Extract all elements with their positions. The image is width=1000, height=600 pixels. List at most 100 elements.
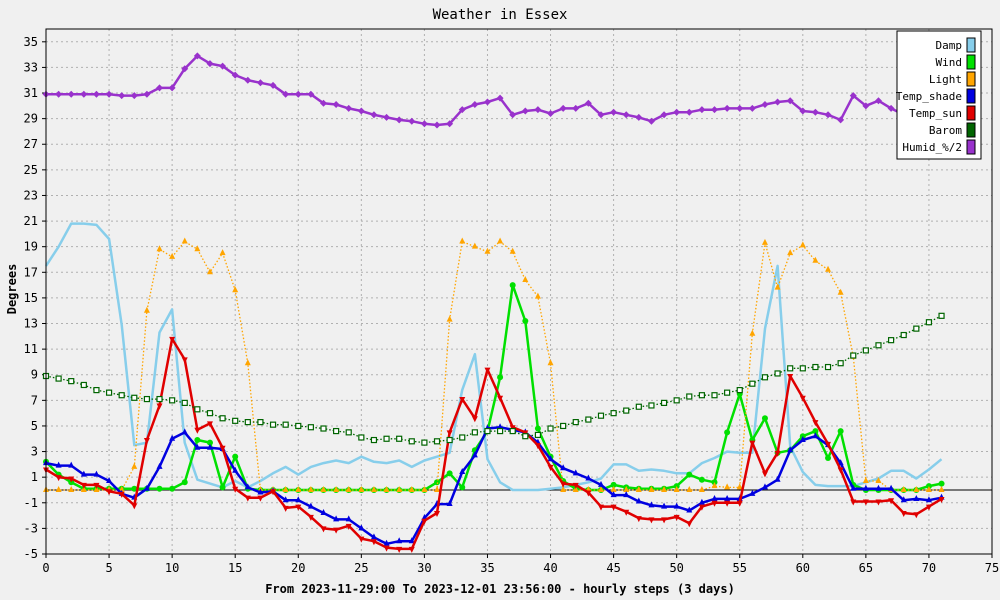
y-tick-label: -1: [24, 496, 38, 510]
data-point: [913, 512, 920, 519]
data-point: [55, 485, 62, 492]
data-point: [774, 283, 781, 290]
data-point: [169, 434, 176, 441]
data-point: [219, 62, 227, 70]
data-point: [257, 488, 264, 495]
data-point: [471, 429, 478, 436]
data-point: [206, 410, 214, 417]
data-point: [446, 500, 453, 507]
data-point: [774, 450, 781, 457]
data-point: [597, 504, 604, 511]
data-point: [774, 475, 781, 482]
data-point: [320, 485, 327, 492]
data-point: [130, 92, 138, 100]
legend: Damp Wind Light Temp_shade Temp_sun Barom Humi…: [896, 30, 982, 160]
legend-label: Temp_shade: [896, 90, 962, 103]
data-point: [395, 116, 403, 124]
data-point: [345, 523, 352, 530]
data-point: [219, 445, 226, 452]
data-point: [900, 331, 907, 339]
data-point: [282, 505, 289, 512]
data-point: [471, 451, 478, 458]
y-tick-label: 9: [31, 368, 38, 382]
data-point: [269, 81, 277, 89]
data-point: [370, 111, 378, 119]
data-point: [812, 428, 819, 435]
data-point: [194, 245, 201, 252]
data-point: [383, 435, 390, 442]
data-point: [623, 491, 630, 498]
legend-label: Barom: [929, 124, 962, 137]
data-point: [925, 496, 932, 503]
data-point: [496, 427, 504, 435]
legend-label: Light: [929, 73, 962, 86]
data-point: [295, 504, 302, 511]
data-point: [345, 104, 353, 112]
data-point: [244, 76, 252, 84]
data-point: [862, 484, 869, 491]
data-point: [68, 378, 75, 385]
data-point: [257, 419, 264, 426]
data-point: [333, 527, 340, 534]
data-point: [93, 386, 100, 394]
data-point: [357, 107, 365, 115]
data-point: [396, 435, 403, 442]
data-point: [787, 365, 794, 372]
data-point: [623, 509, 630, 516]
data-point: [497, 395, 504, 402]
data-point: [219, 484, 226, 491]
data-point: [572, 104, 580, 112]
data-point: [219, 415, 226, 422]
data-point: [673, 514, 680, 521]
data-point: [420, 120, 428, 128]
data-point: [812, 256, 819, 263]
data-point: [610, 410, 617, 417]
y-tick-label: 1: [31, 470, 38, 484]
data-point: [724, 389, 731, 396]
data-point: [724, 483, 731, 490]
data-point: [875, 484, 882, 491]
series-line: [46, 240, 942, 491]
y-tick-label: 23: [24, 188, 38, 202]
data-point: [837, 116, 845, 124]
data-point: [749, 329, 756, 336]
data-point: [774, 98, 782, 106]
data-point: [560, 485, 567, 492]
data-point: [408, 438, 415, 445]
data-point: [383, 485, 390, 492]
y-tick-label: -5: [24, 547, 38, 561]
data-point: [824, 111, 832, 119]
y-tick-label: 17: [24, 265, 38, 279]
x-tick-label: 45: [606, 561, 620, 575]
data-point: [610, 481, 617, 488]
legend-swatch: [966, 122, 976, 138]
data-point: [925, 504, 932, 511]
data-point: [888, 498, 895, 505]
data-point: [194, 406, 201, 413]
data-point: [862, 499, 869, 506]
data-point: [850, 484, 857, 491]
legend-swatch: [966, 37, 976, 53]
data-point: [333, 427, 340, 435]
series-line: [45, 337, 943, 551]
data-point: [446, 430, 453, 437]
data-series: [42, 52, 946, 553]
data-point: [534, 106, 542, 114]
data-point: [244, 495, 251, 502]
data-point: [938, 485, 945, 492]
data-point: [244, 483, 251, 490]
data-point: [55, 475, 62, 482]
data-point: [93, 482, 100, 489]
data-point: [724, 429, 731, 436]
data-point: [648, 402, 655, 409]
series-line: [45, 425, 942, 546]
data-point: [295, 422, 302, 430]
data-point: [660, 399, 668, 407]
x-tick-label: 25: [354, 561, 368, 575]
y-tick-label: 27: [24, 137, 38, 151]
data-point: [698, 485, 705, 492]
data-point: [749, 440, 756, 447]
data-point: [812, 420, 819, 427]
data-point: [106, 477, 113, 484]
data-point: [673, 502, 680, 509]
